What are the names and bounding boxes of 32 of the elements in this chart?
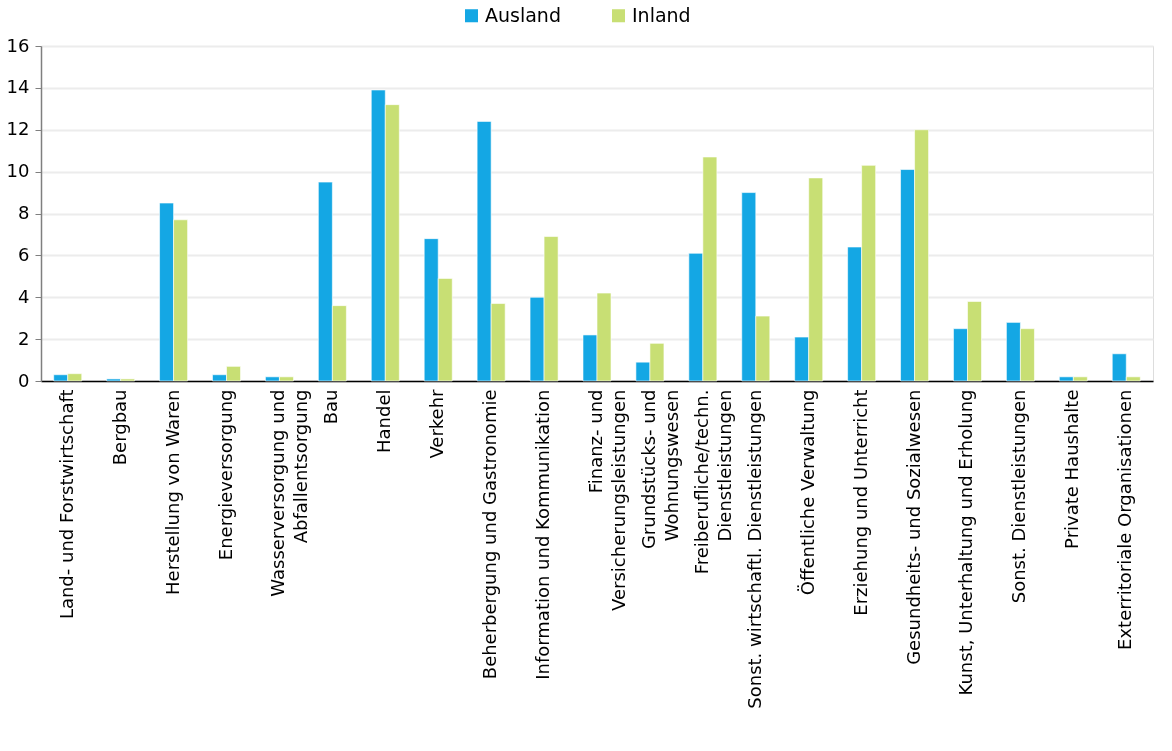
y-tick-label: 14 — [6, 76, 30, 98]
x-tick-label: Information und Kommunikation — [532, 389, 554, 680]
x-tick-label: Herstellung von Waren — [161, 389, 183, 595]
x-tick-label: Erziehung und Unterricht — [849, 389, 871, 616]
x-tick-label: Exterritoriale Organisationen — [1114, 389, 1136, 650]
x-tick-label: Bergbau — [108, 389, 130, 466]
legend-label: Ausland — [485, 3, 561, 26]
y-tick-label: 2 — [18, 327, 30, 349]
x-tick-label: Sonst. wirtschaftl. Dienstleistungen — [743, 389, 765, 709]
x-tick-label: Grundstücks- und Wohnungswesen — [637, 389, 682, 550]
x-tick-label: Öffentliche Verwaltung — [796, 389, 818, 596]
x-tick-label: Finanz- und Versicherungsleistungen — [585, 389, 629, 611]
x-tick-label: Energieversorgung — [214, 389, 236, 561]
y-tick-label: 6 — [18, 243, 30, 265]
y-tick-label: 16 — [6, 34, 30, 56]
x-tick-label: Handel — [373, 389, 395, 453]
y-tick-label: 8 — [18, 202, 30, 223]
y-tick-label: 10 — [6, 160, 30, 182]
x-tick-label: Private Haushalte — [1061, 389, 1083, 549]
x-tick-label: Kunst, Unterhaltung und Erholung — [955, 389, 977, 696]
y-tick-label: 0 — [18, 369, 30, 391]
y-tick-label: 12 — [6, 118, 30, 140]
x-tick-label: Beherbergung und Gastronomie — [479, 389, 501, 680]
x-tick-label: Gesundheits- und Sozialwesen — [902, 389, 924, 665]
x-tick-label: Sonst. Dienstleistungen — [1008, 389, 1030, 604]
x-tick-label: Freiberufliche/techn. Dienstleistungen — [690, 389, 735, 575]
y-tick-label: 4 — [18, 285, 30, 307]
legend-label: Inland — [632, 3, 691, 26]
x-tick-label: Land- und Forstwirtschaft — [55, 389, 77, 620]
x-tick-label: Bau — [320, 389, 342, 425]
x-tick-label: Verkehr — [426, 388, 448, 459]
x-tick-label: Wasserversorgung und Abfallentsorgung — [267, 389, 312, 597]
